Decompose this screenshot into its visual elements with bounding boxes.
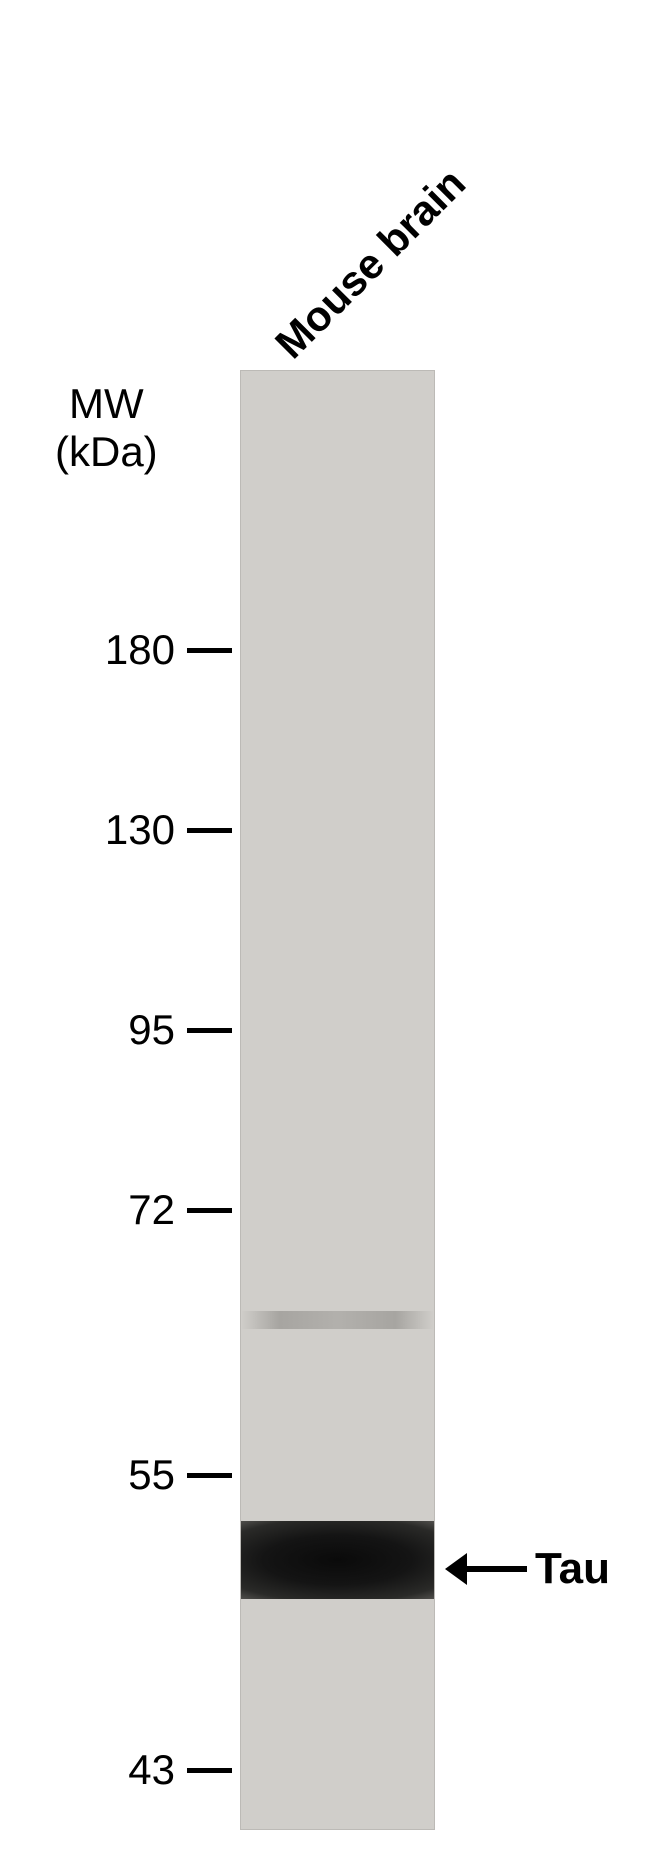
target-label: Tau	[535, 1544, 610, 1594]
mw-value: 130	[0, 806, 175, 854]
mw-tick	[187, 1208, 232, 1213]
mw-value: 95	[0, 1006, 175, 1054]
mw-tick	[187, 828, 232, 833]
mw-value: 43	[0, 1746, 175, 1794]
blot-lane	[240, 370, 435, 1830]
mw-tick	[187, 1028, 232, 1033]
band-faint	[241, 1311, 434, 1329]
mw-marker: 180	[0, 629, 232, 671]
mw-tick	[187, 1473, 232, 1478]
mw-value: 180	[0, 626, 175, 674]
mw-marker: 72	[0, 1189, 232, 1231]
mw-marker: 55	[0, 1454, 232, 1496]
arrow-line	[467, 1566, 527, 1572]
mw-value: 72	[0, 1186, 175, 1234]
mw-header-line2: (kDa)	[55, 428, 158, 476]
mw-marker: 43	[0, 1749, 232, 1791]
mw-value: 55	[0, 1451, 175, 1499]
mw-header-line1: MW	[55, 380, 158, 428]
mw-tick	[187, 648, 232, 653]
mw-marker: 95	[0, 1009, 232, 1051]
mw-marker: 130	[0, 809, 232, 851]
blot-figure: Mouse brain MW (kDa) Tau 180 130 95 72 55 43	[0, 0, 650, 1870]
mw-header: MW (kDa)	[55, 380, 158, 477]
band-strong	[241, 1521, 434, 1599]
target-annotation: Tau	[445, 1544, 610, 1594]
mw-tick	[187, 1768, 232, 1773]
arrow-head-icon	[445, 1553, 467, 1585]
lane-label: Mouse brain	[266, 159, 475, 368]
